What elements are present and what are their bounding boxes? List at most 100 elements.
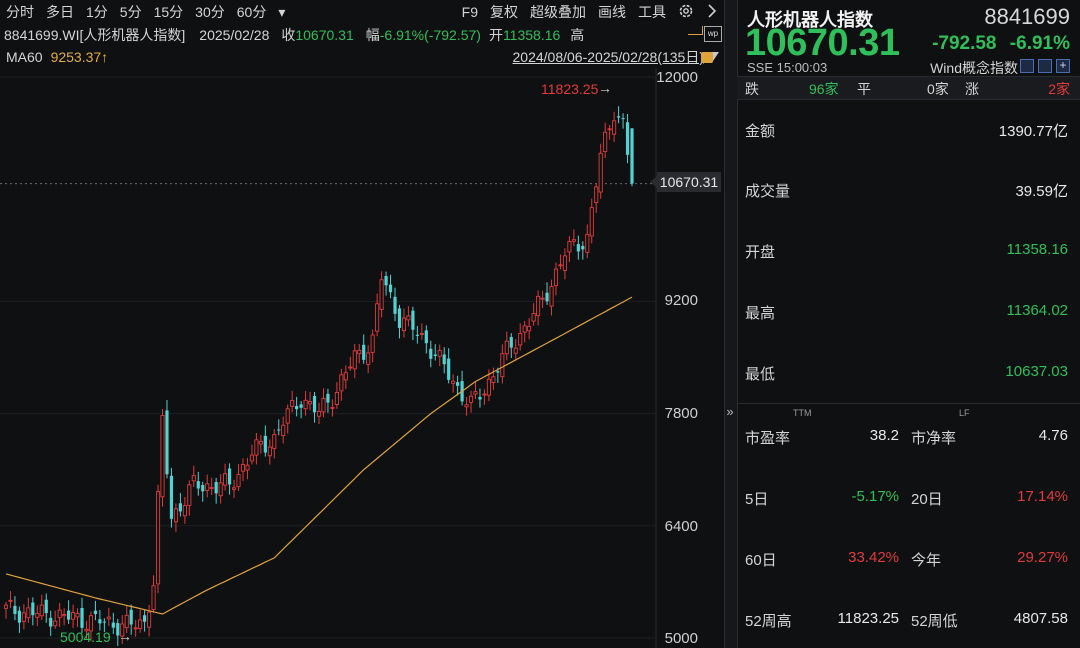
wp-icon[interactable]: wp: [704, 26, 722, 42]
candle-body: [518, 332, 523, 346]
f9-button[interactable]: F9: [461, 4, 478, 20]
stat-label: 开盘: [745, 244, 776, 261]
candle-body: [116, 623, 120, 636]
candle-body: [13, 605, 17, 614]
index-code: 8841699: [984, 4, 1070, 29]
flat-label: 平: [857, 81, 871, 97]
tab-5min[interactable]: 5分: [119, 4, 142, 20]
tools-button[interactable]: 工具: [638, 4, 666, 20]
candle-body: [102, 621, 106, 623]
candle-body: [549, 286, 554, 307]
candle-body: [415, 334, 419, 336]
advance-decline-bar: 跌 96家 平 0家 涨 2家: [737, 76, 1080, 100]
amplitude-label: 幅: [365, 27, 380, 43]
window-icon[interactable]: [1020, 59, 1034, 73]
candle-body: [607, 128, 612, 131]
candle-body: [80, 607, 84, 628]
last-price: 10670.31: [745, 22, 900, 64]
overlay-button[interactable]: 超级叠加: [530, 4, 586, 20]
candle-body: [576, 244, 580, 252]
candle-body: [456, 382, 460, 386]
up-count: 2家: [1048, 81, 1070, 97]
candle-body: [231, 487, 237, 490]
candle-body: [384, 276, 388, 286]
candle-body: [312, 395, 317, 413]
d20-label: 20日: [911, 491, 943, 508]
add-icon[interactable]: +: [1056, 59, 1070, 73]
collapse-chevron-icon[interactable]: »: [726, 404, 734, 419]
pb-value: 4.76: [1038, 427, 1068, 444]
tab-1min[interactable]: 1分: [86, 4, 108, 20]
ma-legend: MA60 9253.37↑: [6, 47, 108, 67]
candle-body: [249, 454, 254, 462]
candle-body: [339, 374, 344, 392]
tab-multiday[interactable]: 多日: [46, 4, 74, 20]
chevron-right-icon[interactable]: [700, 3, 724, 21]
candle-body: [562, 255, 567, 271]
candle-body: [223, 473, 228, 486]
candle-body: [155, 491, 161, 585]
candle-body: [370, 334, 375, 353]
adjust-button[interactable]: 复权: [490, 4, 518, 20]
tab-60min[interactable]: 60分: [236, 4, 267, 20]
candlestick-chart[interactable]: [0, 68, 724, 648]
expand-marker-icon[interactable]: [688, 26, 703, 35]
candle-body: [401, 317, 407, 332]
candle-body: [67, 610, 71, 620]
settings-square-icon[interactable]: [1038, 59, 1052, 73]
candle-body: [17, 610, 22, 623]
candle-body: [295, 406, 299, 410]
pane-divider[interactable]: [724, 0, 738, 648]
candle-body: [205, 483, 210, 491]
candle-body: [272, 434, 277, 449]
lock-icon[interactable]: [701, 52, 713, 63]
pb-label: 市净率: [911, 430, 957, 447]
last-price-tag: 10670.31: [650, 172, 721, 192]
ytd-label: 今年: [911, 552, 942, 569]
tab-30min[interactable]: 30分: [195, 4, 225, 20]
ma-label: MA60: [6, 49, 43, 65]
candle-body: [124, 614, 129, 629]
candle-body: [589, 207, 594, 237]
tab-15min[interactable]: 15分: [153, 4, 184, 20]
close-value: 10670.31: [295, 27, 354, 43]
gear-icon[interactable]: [672, 3, 700, 22]
range-dropdown-icon[interactable]: [707, 52, 719, 61]
y-tick-9200: 9200: [664, 292, 698, 309]
down-label: 跌: [745, 81, 759, 97]
draw-button[interactable]: 画线: [598, 4, 626, 20]
candle-body: [603, 131, 608, 152]
candle-body: [362, 344, 366, 360]
period-dropdown-icon[interactable]: ▾: [278, 3, 286, 20]
concept-label[interactable]: Wind概念指数: [930, 60, 1018, 76]
candle-body: [598, 152, 603, 193]
candle-body: [53, 620, 58, 627]
stat-value: 10637.03: [1005, 363, 1068, 380]
date-range[interactable]: 2024/08/06-2025/02/28(135日): [512, 49, 704, 65]
candles: [3, 106, 634, 646]
candle-body: [39, 604, 44, 617]
candle-body: [348, 366, 353, 369]
candle-body: [120, 623, 125, 637]
ma60-line: [5, 296, 633, 615]
candle-body: [397, 308, 402, 328]
min-arrow-icon: →: [118, 628, 132, 644]
candle-body: [585, 233, 590, 253]
pe-label: 市盈率: [745, 430, 791, 447]
candle-body: [106, 616, 111, 620]
candle-body: [393, 296, 397, 314]
d5-label: 5日: [745, 491, 769, 508]
candle-body: [553, 268, 559, 287]
candle-body: [178, 503, 182, 512]
candle-body: [151, 585, 156, 610]
candle-body: [267, 446, 272, 457]
stat-value: 11364.02: [1006, 302, 1068, 319]
candle-body: [138, 619, 143, 629]
candle-body: [281, 424, 286, 436]
stat-value: 1390.77亿: [998, 123, 1068, 140]
flat-count: 0家: [927, 81, 949, 97]
tab-intraday[interactable]: 分时: [6, 4, 34, 20]
candle-body: [245, 464, 250, 471]
y-tick-5000: 5000: [664, 630, 698, 647]
candle-body: [173, 508, 178, 523]
